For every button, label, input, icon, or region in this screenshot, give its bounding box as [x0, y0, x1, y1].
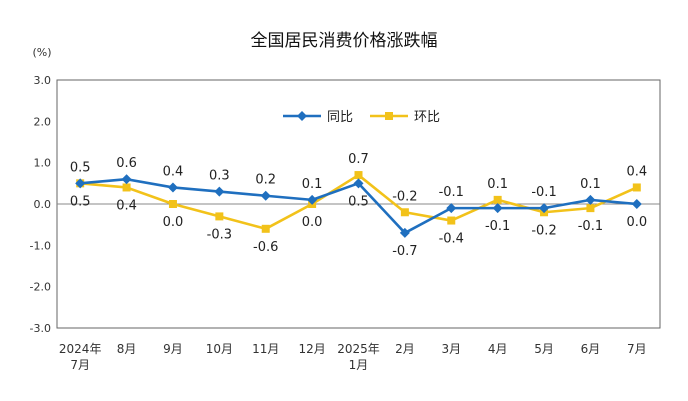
data-label: -0.7	[392, 244, 417, 259]
data-point-diamond	[167, 182, 178, 193]
plot-area: 3.0 2.0 1.0 0.0 -1.0 -2.0 -3.0 2024年 7月 8月 9月 10月 11…	[30, 74, 661, 372]
data-label: 0.4	[626, 164, 647, 179]
data-label: 0.0	[163, 215, 184, 230]
data-label: 0.1	[580, 177, 601, 192]
data-label: -0.3	[207, 227, 232, 242]
legend-marker-square	[385, 112, 393, 120]
data-label: 0.5	[348, 194, 369, 209]
data-label: 0.7	[348, 152, 369, 167]
data-point-diamond	[631, 199, 642, 209]
data-label: 0.1	[487, 177, 508, 192]
y-tick-label: 1.0	[34, 157, 52, 170]
data-point-diamond	[399, 227, 410, 238]
data-label: -0.1	[578, 219, 603, 234]
data-point-diamond	[539, 203, 550, 214]
x-tick-label: 12月	[298, 342, 325, 356]
data-label: 0.2	[255, 173, 276, 188]
legend-label: 环比	[414, 110, 440, 125]
data-point-diamond	[353, 178, 364, 189]
x-tick-label: 5月	[534, 342, 554, 356]
data-label: -0.2	[531, 223, 556, 238]
data-point-square	[215, 212, 224, 221]
x-tick-label: 6月	[581, 342, 601, 356]
legend-label: 同比	[327, 110, 353, 125]
x-tick-label: 10月	[206, 342, 233, 356]
data-point-diamond	[307, 194, 318, 205]
data-point-diamond	[121, 174, 132, 185]
data-label: -0.6	[253, 240, 278, 255]
x-tick-label: 1月	[349, 358, 369, 372]
data-label: 0.0	[626, 215, 647, 230]
data-label: 0.3	[209, 169, 230, 184]
data-point-square	[168, 200, 177, 208]
y-tick-label: -2.0	[30, 281, 51, 294]
data-label: -0.2	[392, 189, 417, 204]
data-point-square	[261, 224, 270, 233]
data-label: -0.1	[439, 185, 464, 200]
y-tick-label: 0.0	[34, 198, 52, 211]
data-point-square	[354, 171, 363, 180]
x-tick-label: 2月	[395, 342, 415, 356]
data-label: -0.1	[531, 185, 556, 200]
y-tick-label: -3.0	[30, 322, 51, 335]
x-tick-label: 9月	[163, 342, 183, 356]
data-point-square	[632, 183, 641, 192]
data-point-diamond	[214, 186, 225, 197]
data-point-diamond	[446, 203, 457, 214]
chart-title: 全国居民消费价格涨跌幅	[251, 31, 438, 51]
data-point-square	[447, 216, 456, 225]
data-point-diamond	[492, 203, 503, 214]
data-point-square	[586, 204, 595, 213]
y-tick-label: 3.0	[34, 74, 52, 87]
data-label: 0.4	[116, 198, 137, 213]
data-point-square	[493, 195, 502, 204]
data-label: 0.1	[302, 177, 323, 192]
data-point-diamond	[260, 190, 271, 201]
data-label: -0.4	[439, 232, 464, 247]
y-tick-label: 2.0	[34, 115, 52, 128]
x-tick-label: 4月	[488, 342, 508, 356]
x-tick-label: 2025年	[337, 342, 380, 356]
data-label: 0.6	[116, 156, 137, 171]
data-point-diamond	[75, 178, 86, 189]
data-point-diamond	[585, 194, 596, 205]
data-label: 0.5	[70, 194, 91, 209]
data-label: 0.4	[163, 164, 184, 179]
data-point-square	[400, 208, 409, 217]
data-label: 0.5	[70, 160, 91, 175]
x-tick-label: 8月	[117, 342, 137, 356]
x-tick-label: 11月	[252, 342, 279, 356]
y-tick-label: -1.0	[30, 239, 51, 252]
x-tick-label: 7月	[627, 342, 647, 356]
x-tick-label: 3月	[441, 342, 461, 356]
legend-marker-diamond	[297, 111, 307, 121]
x-tick-label: 2024年	[59, 342, 102, 356]
data-label: -0.1	[485, 219, 510, 234]
x-tick-label: 7月	[70, 358, 90, 372]
data-label: 0.0	[302, 215, 323, 230]
data-point-square	[122, 183, 131, 192]
y-axis-unit: (%)	[32, 46, 51, 59]
